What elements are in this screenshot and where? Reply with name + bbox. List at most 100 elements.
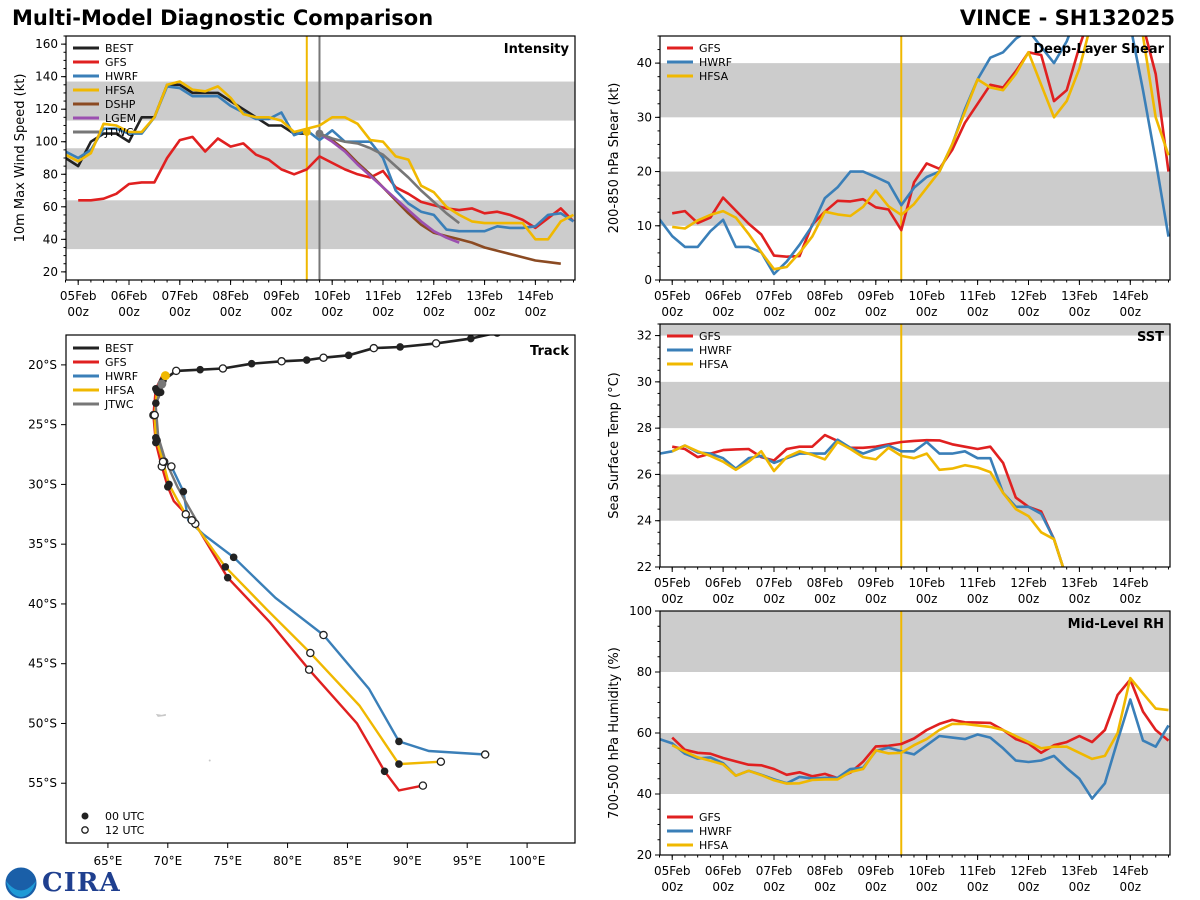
x-tick-label: 05Feb	[654, 576, 691, 590]
current-position-hfsa	[160, 371, 170, 381]
legend-label-gfs: GFS	[699, 811, 721, 824]
x-tick-sublabel: 00z	[967, 880, 989, 894]
y-tick-label: 24	[637, 514, 652, 528]
x-tick-label: 09Feb	[858, 576, 895, 590]
x-tick-label: 06Feb	[705, 864, 742, 878]
marker-12utc	[158, 457, 168, 466]
x-tick-label: 70°E	[153, 854, 182, 868]
x-tick-label: 08Feb	[212, 289, 249, 303]
panel-title: Deep-Layer Shear	[1033, 42, 1164, 57]
x-tick-sublabel: 00z	[814, 592, 836, 606]
panel-title: Mid-Level RH	[1068, 617, 1164, 632]
legend-label-hfsa: HFSA	[699, 70, 729, 83]
x-tick-label: 11Feb	[365, 289, 402, 303]
y-tick-label: 60	[43, 200, 58, 214]
x-tick-label: 14Feb	[517, 289, 554, 303]
marker-12utc	[167, 462, 176, 471]
x-tick-label: 11Feb	[959, 864, 996, 878]
marker-00utc	[467, 335, 475, 343]
marker-00utc	[179, 487, 188, 496]
legend-label-gfs: GFS	[699, 42, 721, 55]
sst-panel	[655, 323, 1171, 572]
legend-label-12utc: 12 UTC	[105, 824, 145, 837]
track-panel	[61, 334, 576, 848]
series-line-lgem	[318, 132, 460, 244]
x-tick-sublabel: 00z	[372, 305, 394, 319]
x-tick-sublabel: 00z	[423, 305, 445, 319]
marker-00utc	[247, 359, 256, 368]
legend-label-hwrf: HWRF	[699, 56, 732, 69]
series-line-gfs	[671, 36, 1170, 259]
track-line-gfs	[152, 373, 424, 792]
x-tick-sublabel: 00z	[1018, 880, 1040, 894]
x-tick-sublabel: 00z	[661, 880, 683, 894]
legend-label-hwrf: HWRF	[699, 825, 732, 838]
marker-12utc	[319, 353, 328, 362]
x-tick-label: 07Feb	[756, 576, 793, 590]
x-tick-label: 13Feb	[1061, 864, 1098, 878]
x-tick-sublabel: 00z	[916, 305, 938, 319]
y-tick-label: 20	[637, 848, 652, 862]
panel-title: SST	[1137, 330, 1164, 345]
y-tick-label: 80	[637, 665, 652, 679]
legend-label-best: BEST	[105, 342, 133, 355]
storm-id: VINCE - SH132025	[959, 6, 1175, 30]
marker-00utc	[152, 433, 160, 442]
y-tick-label: 60	[637, 726, 652, 740]
y-tick-label: 100	[629, 604, 652, 618]
x-tick-sublabel: 00z	[1120, 880, 1142, 894]
y-tick-label: 26	[637, 467, 652, 481]
legend-label-lgem: LGEM	[105, 112, 136, 125]
marker-12utc	[369, 343, 379, 353]
shaded-band	[660, 474, 1170, 521]
x-tick-sublabel: 00z	[763, 305, 785, 319]
y-tick-label: 0	[644, 273, 652, 287]
init-marker-hfsa	[302, 127, 311, 136]
legend-marker-00utc	[81, 812, 89, 820]
y-tick-label: 100	[35, 135, 58, 149]
legend-label-gfs: GFS	[105, 56, 127, 69]
noaa-logo-icon	[4, 866, 38, 900]
track-line-hfsa	[153, 373, 441, 766]
cira-logo-text: CIRA	[42, 868, 121, 898]
y-tick-label: 40°S	[28, 597, 57, 611]
intensity-panel	[61, 35, 576, 285]
y-tick-label: 35°S	[28, 537, 57, 551]
x-tick-sublabel: 00z	[661, 592, 683, 606]
x-tick-sublabel: 00z	[712, 592, 734, 606]
x-tick-label: 06Feb	[705, 576, 742, 590]
marker-12utc	[418, 781, 428, 790]
x-tick-sublabel: 00z	[321, 305, 343, 319]
y-tick-label: 50°S	[28, 716, 57, 730]
y-tick-label: 160	[35, 37, 58, 51]
legend-label-hfsa: HFSA	[699, 358, 729, 371]
noaa-cira-logo: CIRA	[4, 866, 121, 900]
y-tick-label: 45°S	[28, 657, 57, 671]
x-tick-sublabel: 00z	[814, 305, 836, 319]
marker-00utc	[165, 480, 173, 489]
x-tick-sublabel: 00z	[916, 592, 938, 606]
y-axis-label: 10m Max Wind Speed (kt)	[13, 74, 28, 243]
x-tick-sublabel: 00z	[1069, 880, 1091, 894]
x-tick-label: 09Feb	[858, 289, 895, 303]
x-tick-sublabel: 00z	[525, 305, 547, 319]
x-tick-label: 14Feb	[1112, 576, 1149, 590]
x-tick-sublabel: 00z	[763, 592, 785, 606]
x-tick-label: 05Feb	[60, 289, 97, 303]
x-tick-label: 13Feb	[1061, 576, 1098, 590]
marker-00utc	[395, 737, 403, 746]
x-tick-label: 10Feb	[908, 576, 945, 590]
island-heard	[208, 759, 211, 762]
x-tick-sublabel: 00z	[814, 880, 836, 894]
panel-title: Intensity	[504, 42, 570, 57]
y-tick-label: 32	[637, 329, 652, 343]
x-tick-label: 11Feb	[959, 289, 996, 303]
x-tick-label: 12Feb	[1010, 576, 1047, 590]
x-tick-sublabel: 00z	[661, 305, 683, 319]
y-tick-label: 20°S	[28, 358, 57, 372]
series-line-best	[66, 83, 307, 168]
marker-12utc	[480, 750, 490, 759]
axes-frame	[65, 334, 576, 844]
y-axis-label: 700-500 hPa Humidity (%)	[607, 647, 622, 819]
